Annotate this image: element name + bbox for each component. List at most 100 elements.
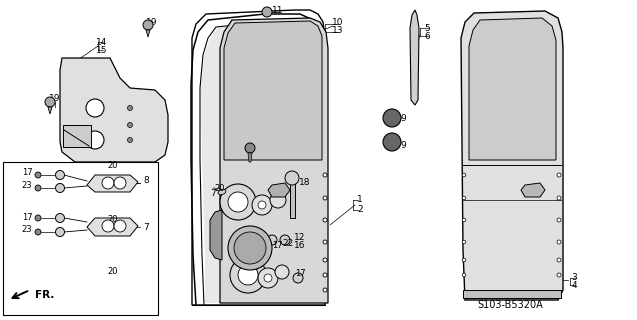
Circle shape: [35, 172, 41, 178]
Circle shape: [127, 106, 132, 110]
Bar: [3, 162, 158, 315]
Circle shape: [114, 220, 126, 232]
Text: 19: 19: [147, 18, 158, 27]
Text: FR.: FR.: [35, 290, 54, 300]
Bar: [290, 178, 295, 218]
Polygon shape: [410, 10, 419, 105]
Circle shape: [255, 267, 265, 277]
Text: 1: 1: [357, 196, 363, 204]
Circle shape: [55, 171, 64, 180]
Text: 12: 12: [294, 234, 306, 243]
Circle shape: [238, 265, 258, 285]
Circle shape: [323, 218, 327, 222]
Circle shape: [228, 226, 272, 270]
Circle shape: [262, 7, 272, 17]
Text: 17: 17: [22, 213, 32, 222]
Circle shape: [35, 229, 41, 235]
Text: 7: 7: [210, 188, 216, 197]
Circle shape: [127, 123, 132, 127]
Circle shape: [230, 257, 266, 293]
Polygon shape: [224, 21, 322, 160]
Circle shape: [127, 138, 132, 142]
Text: 17: 17: [272, 241, 282, 250]
Circle shape: [462, 273, 466, 277]
Polygon shape: [461, 11, 563, 300]
Circle shape: [35, 215, 41, 221]
Circle shape: [55, 183, 64, 193]
Circle shape: [270, 192, 286, 208]
Circle shape: [275, 265, 289, 279]
Circle shape: [234, 232, 266, 264]
Circle shape: [557, 273, 561, 277]
Circle shape: [462, 258, 466, 262]
Circle shape: [86, 99, 104, 117]
Circle shape: [557, 218, 561, 222]
Circle shape: [55, 213, 64, 222]
Text: 2: 2: [357, 205, 363, 214]
Text: 19: 19: [49, 93, 61, 102]
Text: 3: 3: [571, 274, 577, 283]
Text: 23: 23: [247, 271, 257, 281]
Circle shape: [252, 249, 264, 261]
Circle shape: [267, 235, 277, 245]
Ellipse shape: [229, 197, 237, 203]
Text: 23: 23: [22, 180, 32, 189]
Circle shape: [240, 243, 250, 253]
Text: 9: 9: [400, 140, 406, 149]
Circle shape: [114, 177, 126, 189]
Text: 20: 20: [215, 183, 225, 193]
Text: 17: 17: [22, 167, 32, 177]
Text: 22: 22: [282, 239, 294, 249]
Circle shape: [557, 258, 561, 262]
Circle shape: [102, 177, 114, 189]
Circle shape: [228, 192, 248, 212]
Circle shape: [462, 196, 466, 200]
Circle shape: [323, 258, 327, 262]
Text: 20: 20: [108, 161, 118, 170]
Circle shape: [280, 235, 290, 245]
Circle shape: [323, 173, 327, 177]
Circle shape: [86, 131, 104, 149]
Text: 11: 11: [272, 5, 283, 14]
Text: S103-B5320A: S103-B5320A: [477, 300, 543, 310]
Circle shape: [462, 240, 466, 244]
Polygon shape: [60, 58, 168, 162]
Text: 15: 15: [96, 45, 108, 54]
Bar: [63, 125, 91, 147]
Text: 10: 10: [333, 18, 344, 27]
Circle shape: [383, 109, 401, 127]
Text: 20: 20: [210, 244, 220, 252]
Circle shape: [285, 171, 299, 185]
Polygon shape: [521, 183, 545, 197]
Circle shape: [258, 268, 278, 288]
Circle shape: [264, 274, 272, 282]
Text: 17: 17: [295, 269, 305, 278]
Polygon shape: [146, 30, 150, 37]
Text: 6: 6: [424, 31, 430, 41]
Text: 16: 16: [294, 242, 306, 251]
Circle shape: [462, 218, 466, 222]
Circle shape: [55, 228, 64, 236]
Circle shape: [323, 273, 327, 277]
Bar: [463, 290, 561, 298]
Circle shape: [323, 288, 327, 292]
Polygon shape: [268, 183, 290, 197]
Circle shape: [557, 196, 561, 200]
Circle shape: [45, 97, 55, 107]
Text: 14: 14: [96, 37, 108, 46]
Text: 5: 5: [424, 23, 430, 33]
Polygon shape: [469, 18, 556, 160]
Circle shape: [258, 201, 266, 209]
Text: 23: 23: [234, 247, 245, 257]
Polygon shape: [87, 175, 138, 192]
Circle shape: [557, 240, 561, 244]
Circle shape: [102, 220, 114, 232]
Polygon shape: [248, 153, 252, 162]
Circle shape: [323, 196, 327, 200]
Text: 8: 8: [143, 175, 149, 185]
Ellipse shape: [218, 189, 226, 195]
Polygon shape: [48, 107, 52, 114]
Circle shape: [462, 173, 466, 177]
Circle shape: [293, 273, 303, 283]
Text: 8: 8: [252, 263, 258, 273]
